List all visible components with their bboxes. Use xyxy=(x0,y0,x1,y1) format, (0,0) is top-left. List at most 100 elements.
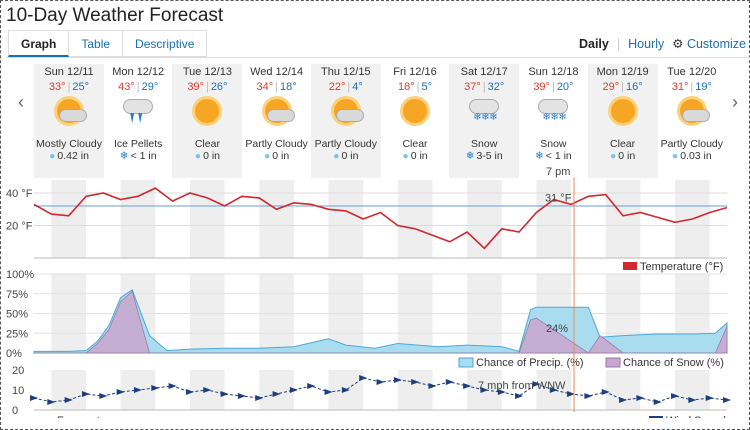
precip-value: < 1 in xyxy=(545,150,572,162)
day-column[interactable]: Sat 12/17 37° | 32° ❄ ❄ ❄ Snow ❄ 3-5 in xyxy=(449,64,520,178)
night-band xyxy=(328,180,364,258)
wind-tick-label: 10 xyxy=(12,385,24,397)
daily-mode[interactable]: Daily xyxy=(578,36,609,51)
precip-legend-label: Chance of Precip. (%) xyxy=(476,357,584,369)
cloud-shape xyxy=(123,99,154,114)
sun-shape xyxy=(610,99,635,123)
wind-arrow-marker xyxy=(47,399,56,405)
day-temps: 37° | 32° xyxy=(449,81,519,93)
day-column[interactable]: Sun 12/11 33° | 25° Mostly Cloudy ● 0.42 in xyxy=(34,64,104,178)
precip-legend-swatch xyxy=(458,357,474,368)
precip-value: 0 in xyxy=(618,150,636,162)
precip-amount: ❄ < 1 in xyxy=(518,150,588,162)
temp-separator: | xyxy=(275,81,279,93)
wind-arrow-marker xyxy=(463,383,472,389)
precip-value: < 1 in xyxy=(130,150,157,162)
day-temps: 22° | 4° xyxy=(311,81,381,93)
gear-icon: ⚙ xyxy=(672,37,684,51)
day-column[interactable]: Sun 12/18 39° | 20° ❄ ❄ ❄ Snow ❄ < 1 in xyxy=(518,64,588,178)
wind-arrow-marker xyxy=(272,391,281,397)
day-date: Sun 12/18 xyxy=(528,66,579,78)
day-column[interactable]: Tue 12/20 31° | 19° Partly Cloudy ● 0.03 in xyxy=(657,64,727,178)
wind-arrow-marker xyxy=(81,391,90,397)
cloud-shape xyxy=(469,99,500,114)
night-band xyxy=(259,180,294,258)
wind-tick-label: 0 xyxy=(12,405,18,417)
wind-arrow-marker xyxy=(653,399,662,405)
wind-arrow-marker xyxy=(151,385,160,391)
day-column[interactable]: Thu 12/15 22° | 4° Partly Cloudy ● 0 in xyxy=(310,64,381,178)
day-date: Thu 12/15 xyxy=(321,66,371,78)
snow-area xyxy=(34,290,728,354)
condition-label: Partly Cloudy xyxy=(245,138,308,150)
temperature-legend-label: Temperature (°F) xyxy=(640,261,723,273)
day-date: Sat 12/17 xyxy=(460,66,508,78)
rain-drop-icon: ● xyxy=(671,150,679,162)
temp-separator: | xyxy=(621,81,625,93)
night-band xyxy=(397,370,433,410)
low-temp: 18° xyxy=(280,81,297,93)
tab-descriptive[interactable]: Descriptive xyxy=(123,30,208,57)
prev-days-arrow[interactable]: ‹ xyxy=(18,92,24,112)
day-column[interactable]: Fri 12/16 18° | 5° Clear ● 0 in xyxy=(380,64,450,178)
tab-graph[interactable]: Graph xyxy=(8,30,70,57)
condition-label: Clear xyxy=(610,138,636,150)
snowflake-icon: ❄ xyxy=(534,150,544,162)
precip-tick-label: 75% xyxy=(6,289,28,301)
day-column[interactable]: Wed 12/14 34° | 18° Partly Cloudy ● 0 in xyxy=(242,64,312,178)
wind-arrow-marker xyxy=(255,395,264,401)
night-band xyxy=(605,180,641,258)
condition-label: Ice Pellets xyxy=(113,138,163,150)
wind-arrow-marker xyxy=(723,397,731,403)
cursor-temp-readout: 31 °F xyxy=(545,193,572,205)
wind-arrow-marker xyxy=(619,397,628,403)
day-column[interactable]: Mon 12/12 43° | 29° Ice Pellets ❄ < 1 in xyxy=(103,64,173,178)
night-band xyxy=(120,180,156,258)
high-temp: 31° xyxy=(671,81,689,93)
day-temps: 39° | 26° xyxy=(172,81,242,93)
wind-arrow-marker xyxy=(601,389,610,395)
wind-arrow-marker xyxy=(428,383,437,389)
cloud-shape xyxy=(266,109,295,122)
precip-amount: ● 0 in xyxy=(242,150,312,162)
precip-amount: ● 0 in xyxy=(588,150,658,162)
snowflake-icon: ❄ xyxy=(465,150,475,162)
customize-label: Customize xyxy=(686,37,746,51)
partly-cloudy-icon xyxy=(257,93,297,129)
snowflake-shape: ❄ xyxy=(558,112,567,123)
night-band xyxy=(189,180,225,258)
cloud-shape xyxy=(59,109,87,122)
high-temp: 34° xyxy=(256,81,274,93)
precip-amount: ● 0 in xyxy=(172,150,242,162)
day-column[interactable]: Tue 12/13 39° | 26° Clear ● 0 in xyxy=(172,64,243,178)
temp-separator: | xyxy=(690,81,694,93)
day-date: Tue 12/20 xyxy=(667,66,717,78)
cloud-shape xyxy=(681,109,710,122)
day-temps: 31° | 19° xyxy=(657,81,727,93)
temp-separator: | xyxy=(482,81,486,93)
wind-arrow-marker xyxy=(203,387,212,393)
hourly-mode[interactable]: Hourly xyxy=(628,36,665,51)
next-days-arrow[interactable]: › xyxy=(732,92,738,112)
night-band xyxy=(675,370,710,410)
customize-link[interactable]: ⚙ Customize xyxy=(672,36,746,51)
day-column[interactable]: Mon 12/19 29° | 16° Clear ● 0 in xyxy=(587,64,658,178)
condition-label: Mostly Cloudy xyxy=(36,138,102,150)
sun-shape xyxy=(403,99,427,123)
precip-value: 0 in xyxy=(203,150,221,162)
wind-arrow-marker xyxy=(549,387,558,393)
tab-table[interactable]: Table xyxy=(69,30,124,57)
wind-legend-label: Wind Speed xyxy=(666,415,726,418)
snow-legend-swatch xyxy=(605,357,621,368)
condition-label: Partly Cloudy xyxy=(660,138,724,150)
sun-shape xyxy=(195,99,220,123)
low-temp: 26° xyxy=(210,81,228,93)
wind-arrow-marker xyxy=(636,395,645,401)
temp-separator: | xyxy=(136,81,140,93)
mode-switch: Daily | Hourly ⚙ Customize xyxy=(578,36,746,52)
wind-arrow-marker xyxy=(445,379,454,385)
temp-separator: | xyxy=(551,81,555,93)
night-band xyxy=(467,180,502,258)
high-temp: 18° xyxy=(397,81,415,93)
low-temp: 29° xyxy=(141,81,159,93)
